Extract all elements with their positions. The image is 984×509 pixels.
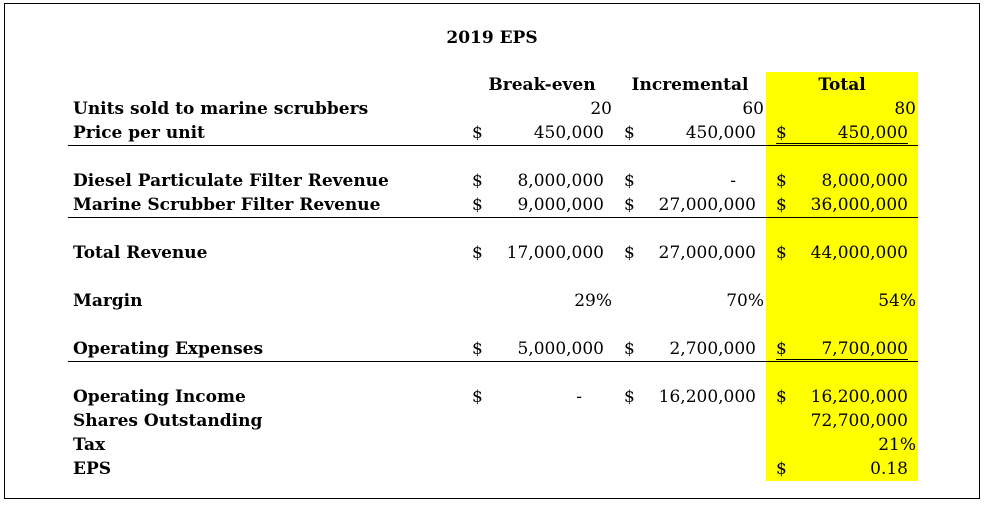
row-operating-expenses: Operating Expenses $ 5,000,000 $ 2,700,0… bbox=[0, 339, 984, 363]
header-incremental: Incremental bbox=[631, 75, 749, 95]
row-dpf-revenue: Diesel Particulate Filter Revenue $ 8,00… bbox=[0, 171, 984, 195]
row-label: Tax bbox=[73, 435, 106, 455]
cell-total: 36,000,000 bbox=[810, 195, 908, 215]
cell-incremental: 27,000,000 bbox=[658, 195, 756, 215]
cell-breakeven: 29% bbox=[574, 291, 612, 311]
header-total: Total bbox=[818, 75, 866, 95]
currency-symbol: $ bbox=[624, 243, 635, 263]
row-tax: Tax 21% bbox=[0, 435, 984, 459]
row-label: Shares Outstanding bbox=[73, 411, 263, 431]
currency-symbol: $ bbox=[776, 387, 787, 407]
currency-symbol: $ bbox=[776, 459, 787, 479]
header-breakeven: Break-even bbox=[488, 75, 596, 95]
row-eps: EPS $ 0.18 bbox=[0, 459, 984, 483]
cell-incremental: 450,000 bbox=[685, 123, 756, 143]
row-label: Operating Expenses bbox=[73, 339, 264, 359]
section-divider bbox=[68, 217, 918, 218]
cell-incremental: 27,000,000 bbox=[658, 243, 756, 263]
cell-breakeven: 450,000 bbox=[533, 123, 604, 143]
row-label: Price per unit bbox=[73, 123, 205, 143]
cell-total: 450,000 bbox=[837, 123, 908, 143]
row-margin: Margin 29% 70% 54% bbox=[0, 291, 984, 315]
row-label: Diesel Particulate Filter Revenue bbox=[73, 171, 389, 191]
currency-symbol: $ bbox=[472, 339, 483, 359]
row-total-revenue: Total Revenue $ 17,000,000 $ 27,000,000 … bbox=[0, 243, 984, 267]
cell-incremental: 70% bbox=[726, 291, 764, 311]
currency-symbol: $ bbox=[472, 387, 483, 407]
cell-breakeven: 8,000,000 bbox=[517, 171, 604, 191]
currency-symbol: $ bbox=[776, 243, 787, 263]
cell-incremental: 16,200,000 bbox=[658, 387, 756, 407]
currency-symbol: $ bbox=[472, 123, 483, 143]
row-units-sold: Units sold to marine scrubbers 20 60 80 bbox=[0, 99, 984, 123]
row-label: Marine Scrubber Filter Revenue bbox=[73, 195, 381, 215]
cell-total: 72,700,000 bbox=[810, 411, 908, 431]
cell-breakeven: 5,000,000 bbox=[517, 339, 604, 359]
currency-symbol: $ bbox=[624, 339, 635, 359]
cell-total: 0.18 bbox=[870, 459, 908, 479]
cell-total: 21% bbox=[878, 435, 916, 455]
row-label: Margin bbox=[73, 291, 143, 311]
sheet-title: 2019 EPS bbox=[446, 28, 538, 48]
row-price-per-unit: Price per unit $ 450,000 $ 450,000 $ 450… bbox=[0, 123, 984, 147]
currency-symbol: $ bbox=[472, 195, 483, 215]
currency-symbol: $ bbox=[624, 387, 635, 407]
currency-symbol: $ bbox=[776, 171, 787, 191]
cell-total: 16,200,000 bbox=[810, 387, 908, 407]
row-operating-income: Operating Income $ - $ 16,200,000 $ 16,2… bbox=[0, 387, 984, 411]
row-label: Operating Income bbox=[73, 387, 246, 407]
currency-symbol: $ bbox=[776, 123, 787, 143]
total-underline bbox=[776, 359, 908, 360]
row-label: Units sold to marine scrubbers bbox=[73, 99, 369, 119]
cell-total: 8,000,000 bbox=[821, 171, 908, 191]
row-marine-scrubber-revenue: Marine Scrubber Filter Revenue $ 9,000,0… bbox=[0, 195, 984, 219]
cell-total: 44,000,000 bbox=[810, 243, 908, 263]
cell-breakeven: 20 bbox=[590, 99, 612, 119]
cell-total: 54% bbox=[878, 291, 916, 311]
section-divider bbox=[68, 361, 918, 362]
currency-symbol: $ bbox=[624, 195, 635, 215]
cell-total: 7,700,000 bbox=[821, 339, 908, 359]
cell-incremental: 2,700,000 bbox=[669, 339, 756, 359]
section-divider bbox=[68, 145, 918, 146]
currency-symbol: $ bbox=[624, 171, 635, 191]
total-underline bbox=[776, 143, 908, 144]
currency-symbol: $ bbox=[624, 123, 635, 143]
currency-symbol: $ bbox=[472, 171, 483, 191]
currency-symbol: $ bbox=[472, 243, 483, 263]
cell-total: 80 bbox=[894, 99, 916, 119]
cell-breakeven: 17,000,000 bbox=[506, 243, 604, 263]
currency-symbol: $ bbox=[776, 339, 787, 359]
cell-breakeven: 9,000,000 bbox=[517, 195, 604, 215]
cell-incremental: 60 bbox=[742, 99, 764, 119]
row-label: Total Revenue bbox=[73, 243, 208, 263]
row-label: EPS bbox=[73, 459, 112, 479]
currency-symbol: $ bbox=[776, 195, 787, 215]
row-shares-outstanding: Shares Outstanding 72,700,000 bbox=[0, 411, 984, 435]
total-column-highlight bbox=[766, 72, 918, 481]
cell-breakeven: - bbox=[576, 387, 582, 407]
cell-incremental: - bbox=[730, 171, 736, 191]
